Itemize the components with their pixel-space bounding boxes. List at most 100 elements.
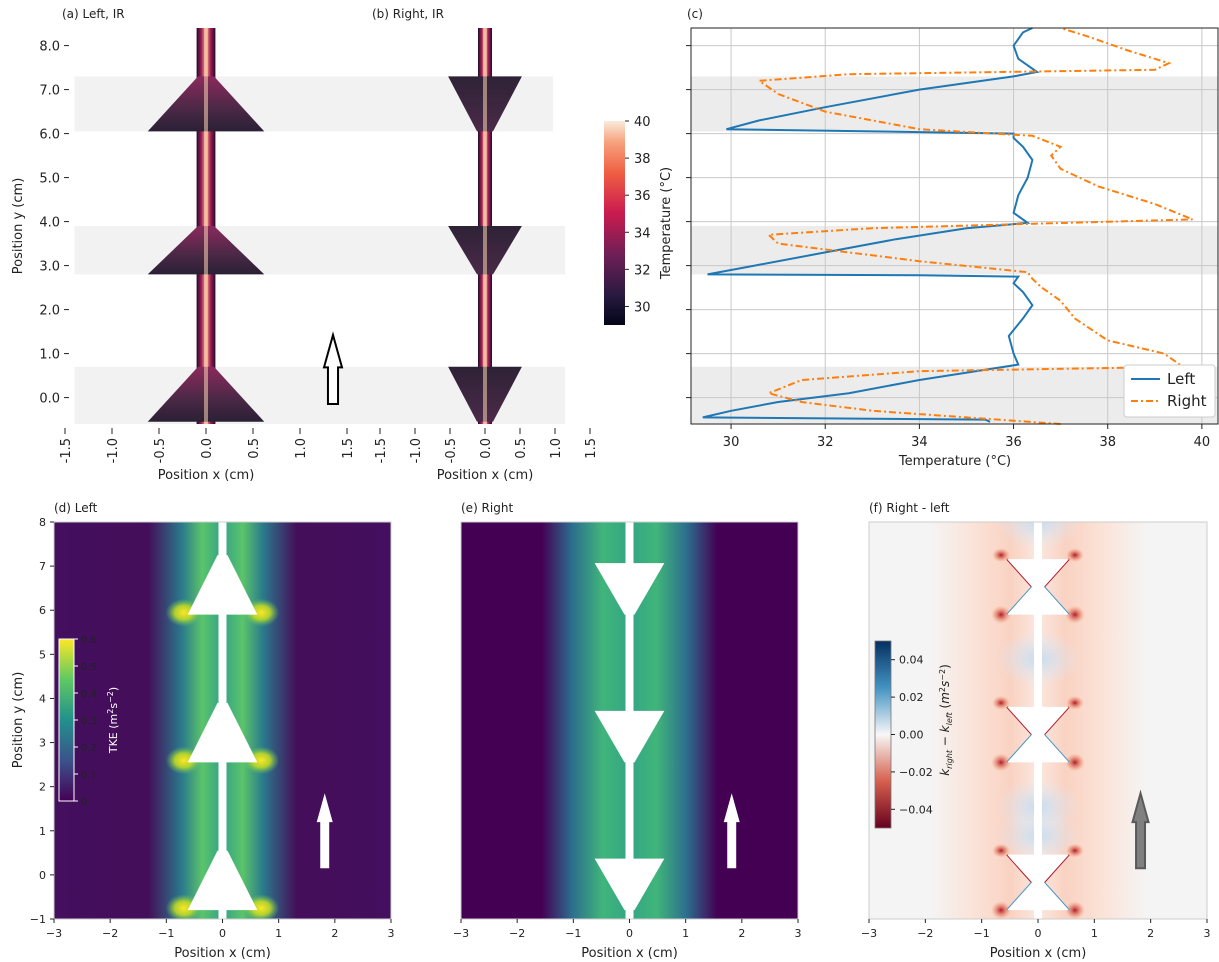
flow-arrow-icon [322,331,344,405]
x-tick-label: 1 [682,927,689,940]
x-tick-label: -0.5 [444,438,459,463]
cone-insert [187,555,258,615]
x-tick-label: −1 [565,927,581,940]
tke-colorbar [58,638,75,802]
difference-spot [1064,901,1085,919]
panel-b: -1.5 -1.0 -0.5 0.0 0.5 1.0 1.5 Position x (cm) (… [372,7,674,483]
x-tick-label: -1.5 [59,438,74,463]
difference-spot [1065,843,1084,858]
x-tick-label: −1 [158,927,174,940]
x-tick-label: 2 [1147,927,1154,940]
y-tick-label: −1 [30,913,46,926]
difference-spot [992,548,1011,563]
y-tick-label: 5.0 [39,172,60,187]
colorbar-tick-label: 0.4 [81,689,97,700]
x-tick-label: 1 [275,927,282,940]
x-tick-label: 2 [331,927,338,940]
panel-d-x-axis-label: Position x (cm) [174,946,271,961]
x-tick-label: 1.0 [294,438,309,459]
difference-spot [1065,548,1084,563]
x-tick-label: 0.5 [514,438,529,459]
temperature-colorbar [604,121,625,325]
cone-insert [594,710,665,763]
difference-spot [991,605,1012,624]
x-tick-label: 3 [795,927,802,940]
shaded-band [691,226,1218,275]
x-tick-label: 1.5 [341,438,356,459]
y-tick-label: 7.0 [39,84,60,99]
y-tick-label: 0.0 [39,392,60,407]
panel-a-label: (a) Left, IR [62,7,125,21]
y-tick-label: 6.0 [39,128,60,143]
colorbar-tick-label: −0.02 [899,766,933,779]
panel-d-field [54,522,391,919]
x-tick-label: −3 [861,927,877,940]
x-tick-label: 30 [723,435,740,450]
panel-b-jet-core [483,28,487,424]
colorbar-tick-label: 30 [634,300,651,315]
panel-f-field [869,522,1207,919]
y-tick-label: 4 [39,692,46,705]
x-tick-label: −2 [509,927,525,940]
y-tick-label: 1.0 [39,348,60,363]
panel-f-label: (f) Right - left [869,501,950,515]
cone-insert [187,850,258,911]
y-tick-label: 7 [39,560,46,573]
legend-entry: Right [1167,392,1207,410]
difference-spot [1064,753,1085,772]
x-tick-label: 2 [738,927,745,940]
y-tick-label: 0 [39,869,46,882]
panel-f: −3 −2 −1 0 1 2 3 Position x (cm) (f) Right - lef… [861,501,1211,961]
colorbar-tick-label: 0 [81,797,87,808]
panel-d: −3 −2 −1 0 1 2 3 Position x (cm) (d) Left −1 0 1 2 3 4… [11,501,395,961]
colorbar-tick-label: 36 [634,189,651,204]
x-tick-label: 0 [626,927,633,940]
y-tick-label: 2.0 [39,304,60,319]
difference-spot [1064,605,1085,624]
difference-spot [1065,695,1084,710]
x-tick-label: 3 [1204,927,1211,940]
panel-f-x-axis-label: Position x (cm) [990,946,1087,961]
panel-e-field [461,522,798,919]
colorbar-tick-label: 40 [634,115,651,130]
y-tick-label: 8.0 [39,40,60,55]
colorbar-label: kright − kleft (m2s−2) [938,664,954,776]
x-tick-label: 32 [817,435,834,450]
legend: Left Right [1123,364,1216,418]
flow-arrow-icon [316,793,333,869]
cone-insert [1007,559,1069,615]
x-tick-label: 0.5 [247,438,262,459]
cone-insert [594,563,665,615]
y-tick-label: 3 [39,737,46,750]
panel-a-jet-core [204,28,208,424]
difference-colorbar [874,640,892,829]
x-tick-label: 1.0 [549,438,564,459]
y-tick-label: 2 [39,781,46,794]
difference-spot [991,753,1012,772]
y-tick-label: 5 [39,648,46,661]
difference-spot [992,843,1011,858]
x-tick-label: 40 [1194,435,1211,450]
panel-b-label: (b) Right, IR [372,7,444,21]
difference-spot [991,901,1012,919]
panel-e: −3 −2 −1 0 1 2 3 Position x (cm) (e) Right [453,501,802,961]
cone-insert [594,858,665,911]
y-axis-label: Position y (cm) [11,178,26,275]
colorbar-tick-label: 0.2 [81,743,97,754]
cone-insert [187,702,258,763]
x-tick-label: −3 [46,927,62,940]
x-tick-label: −2 [917,927,933,940]
x-tick-label: -1.5 [374,438,389,463]
panel-c-label: (c) [687,7,703,21]
cone-insert [1007,706,1069,763]
legend-entry: Left [1167,370,1195,388]
colorbar-label: Temperature (°C) [659,167,674,280]
x-tick-label: 1 [1091,927,1098,940]
panel-d-label: (d) Left [54,501,98,515]
x-tick-label: 0 [1035,927,1042,940]
x-tick-label: 38 [1099,435,1116,450]
y-axis-label: Position y (cm) [11,672,26,769]
y-tick-label: 6 [39,604,46,617]
x-tick-label: 36 [1005,435,1022,450]
x-tick-label: -1.0 [106,438,121,463]
